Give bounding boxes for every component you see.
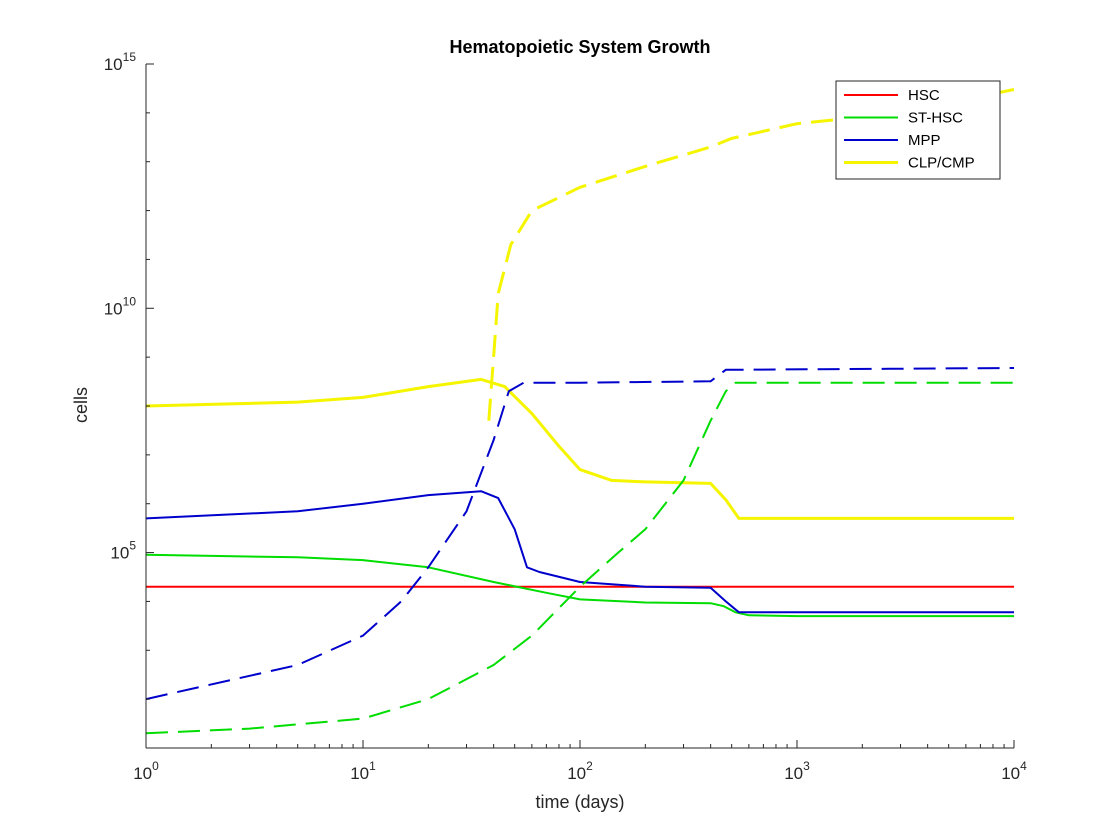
- y-tick-label: 1015: [104, 50, 137, 74]
- series-line-3: [146, 377, 1014, 520]
- series-line-5: [146, 367, 1014, 701]
- series-line-6: [487, 88, 1014, 421]
- x-tick-label: 104: [1001, 759, 1027, 783]
- series-line-1: [146, 553, 1014, 618]
- y-tick-label: 105: [110, 539, 136, 563]
- y-tick-labels: 105 1010 1015: [104, 50, 137, 563]
- series-line-4: [146, 381, 1014, 735]
- x-tick-label: 100: [133, 759, 159, 783]
- legend-label: MPP: [908, 132, 941, 149]
- legend-label: CLP/CMP: [908, 155, 975, 172]
- legend-label: HSC: [908, 87, 940, 104]
- series-line-2: [146, 490, 1014, 614]
- legend: HSC ST-HSC MPP CLP/CMP: [835, 80, 1001, 180]
- y-axis-title: cells: [71, 387, 91, 423]
- x-tick-labels: 100 101 102 103 104: [133, 759, 1027, 783]
- plot-lines: [146, 88, 1014, 735]
- x-tick-label: 103: [784, 759, 810, 783]
- chart-title: Hematopoietic System Growth: [449, 37, 710, 57]
- x-tick-label: 101: [350, 759, 376, 783]
- x-tick-label: 102: [567, 759, 593, 783]
- y-tick-label: 1010: [104, 294, 137, 318]
- x-axis-title: time (days): [535, 792, 624, 812]
- legend-label: ST-HSC: [908, 110, 963, 127]
- axes: [145, 63, 1015, 749]
